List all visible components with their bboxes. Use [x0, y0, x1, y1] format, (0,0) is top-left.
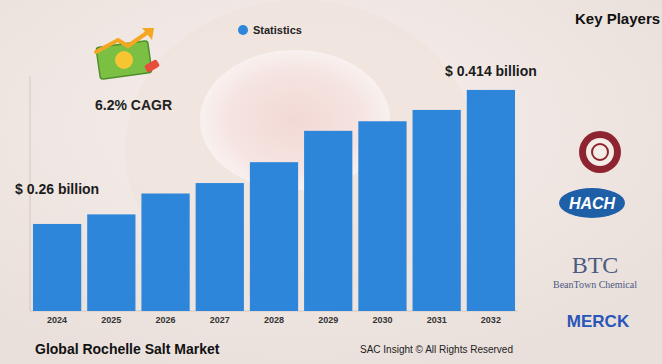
bar [358, 121, 406, 311]
trend-arrow [96, 32, 148, 52]
bar [196, 183, 244, 311]
title: Global Rochelle Salt Market [35, 341, 220, 357]
source: SAC Insight © All Rights Reserved [360, 344, 513, 355]
bar [467, 90, 515, 311]
emblem-inner [586, 138, 614, 166]
logo-text: MERCK [567, 312, 630, 331]
bar [413, 110, 461, 311]
bar [304, 131, 352, 311]
x-tick-label: 2024 [47, 315, 67, 325]
chart-root: 2024 2025 2026 2027 2028 2029 2030 2031 2032 $ 0.… [0, 0, 662, 364]
bars [33, 90, 515, 311]
x-tick-label: 2030 [372, 315, 392, 325]
bar [87, 214, 135, 311]
x-tick-label: 2029 [318, 315, 338, 325]
x-tick-label: 2027 [210, 315, 230, 325]
chart: 2024 2025 2026 2027 2028 2029 2030 2031 2032 $ 0.… [0, 0, 662, 364]
bar [141, 194, 189, 312]
x-tick-label: 2032 [481, 315, 501, 325]
bar [250, 162, 298, 311]
legend-label: Statistics [253, 24, 302, 36]
emblem-mark [592, 144, 608, 160]
sidebar-title: Key Players [575, 10, 660, 27]
x-tick-label: 2026 [156, 315, 176, 325]
x-tick-label: 2028 [264, 315, 284, 325]
x-tick-label: 2025 [101, 315, 121, 325]
logo-text: BeanTown Chemical [553, 279, 637, 290]
data-label: $ 0.26 billion [15, 181, 99, 197]
x-tick-label: 2031 [427, 315, 447, 325]
background [0, 0, 662, 364]
logo-emblem [579, 131, 621, 173]
hach-oval [559, 188, 625, 218]
annotation: 6.2% CAGR [95, 97, 172, 113]
legend-swatch [238, 25, 248, 35]
money-icon [96, 28, 160, 79]
coin [115, 51, 133, 69]
logo-text: BTC [572, 252, 619, 278]
arrow-head [142, 28, 154, 40]
logo-text: HACH [569, 195, 616, 212]
tag [144, 59, 160, 73]
emblem-outer [579, 131, 621, 173]
data-label: $ 0.414 billion [445, 63, 537, 79]
bar [33, 224, 81, 311]
